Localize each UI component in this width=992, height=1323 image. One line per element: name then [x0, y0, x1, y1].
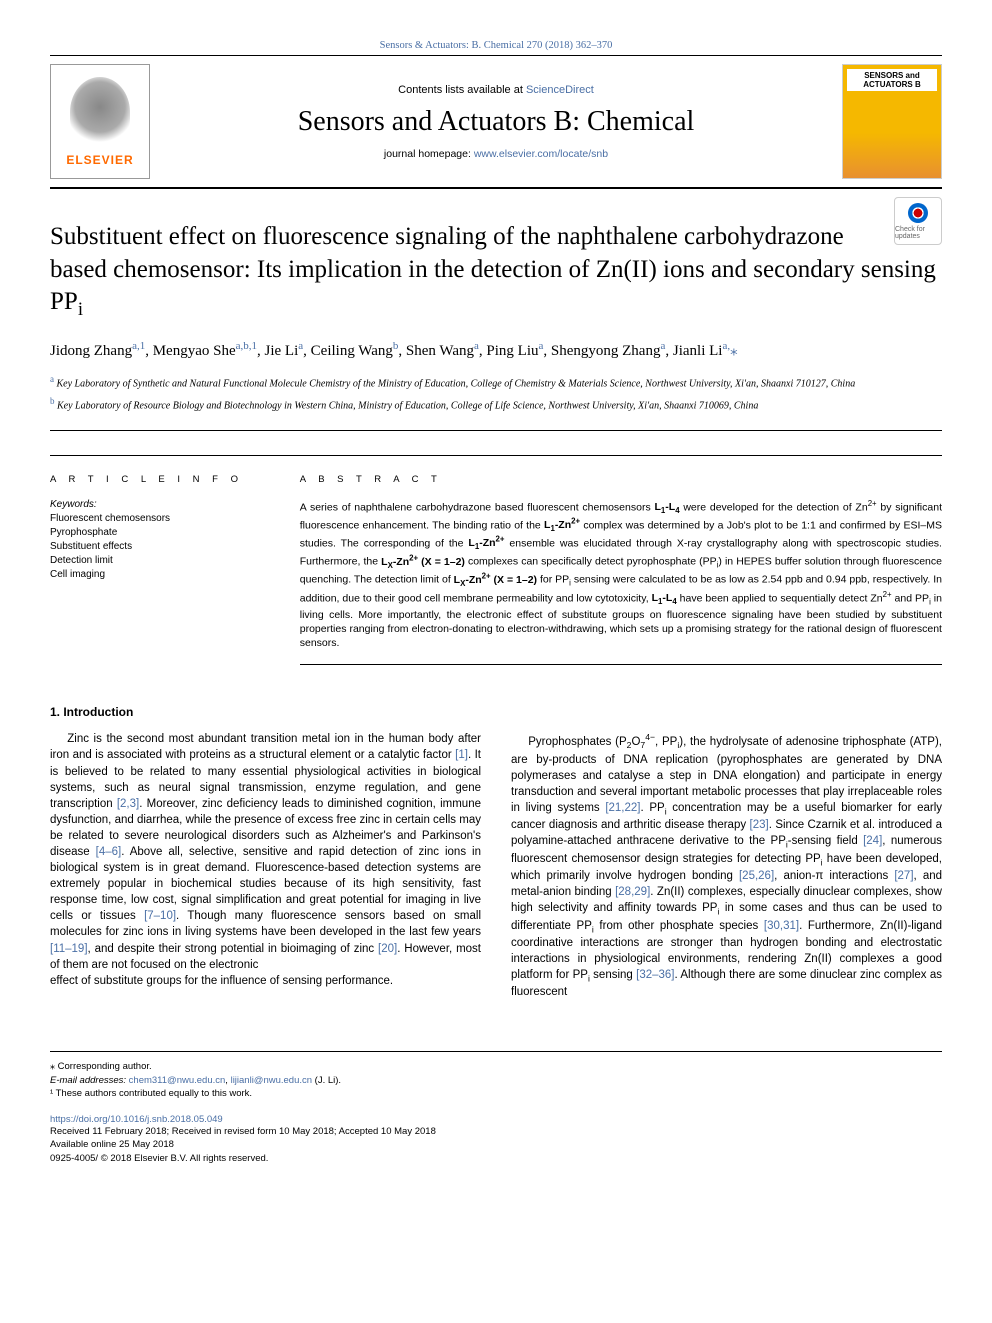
rule-top [50, 55, 942, 56]
article-info-heading: A R T I C L E I N F O [50, 474, 282, 485]
keyword-0: Fluorescent chemosensors [50, 512, 282, 526]
running-head: Sensors & Actuators: B. Chemical 270 (20… [50, 40, 942, 51]
journal-cover-thumb: SENSORS and ACTUATORS B [842, 64, 942, 179]
article-info-block: A R T I C L E I N F O Keywords: Fluoresc… [50, 456, 300, 666]
article-title: Substituent effect on fluorescence signa… [50, 221, 942, 322]
crossmark-icon [908, 203, 928, 223]
publisher-name: ELSEVIER [66, 153, 133, 167]
keyword-4: Cell imaging [50, 568, 282, 582]
keywords-label: Keywords: [50, 499, 282, 510]
email-link-2[interactable]: lijianli@nwu.edu.cn [231, 1075, 312, 1086]
footer-block: ⁎ ⁎ Corresponding author.Corresponding a… [50, 1051, 942, 1101]
contrib-note: ¹ These authors contributed equally to t… [50, 1087, 942, 1100]
body-columns: Zinc is the second most abundant transit… [50, 731, 942, 1000]
keyword-3: Detection limit [50, 554, 282, 568]
check-updates-badge[interactable]: Check for updates [894, 197, 942, 245]
keyword-1: Pyrophosphate [50, 526, 282, 540]
homepage-line: journal homepage: www.elsevier.com/locat… [150, 148, 842, 160]
available-line: Available online 25 May 2018 [50, 1138, 942, 1151]
author-list: Jidong Zhanga,1, Mengyao Shea,b,1, Jie L… [50, 338, 942, 363]
homepage-link[interactable]: www.elsevier.com/locate/snb [474, 148, 608, 160]
affiliation-b: b Key Laboratory of Resource Biology and… [50, 395, 942, 413]
email-suffix: (J. Li). [312, 1075, 341, 1086]
email-label: E-mail addresses: [50, 1075, 129, 1086]
aff-text-a: Key Laboratory of Synthetic and Natural … [57, 378, 856, 389]
publisher-logo-box: ELSEVIER [50, 64, 150, 179]
aff-text-b: Key Laboratory of Resource Biology and B… [57, 401, 758, 412]
affiliations: a Key Laboratory of Synthetic and Natura… [50, 373, 942, 414]
contents-line: Contents lists available at ScienceDirec… [150, 84, 842, 96]
email-line: E-mail addresses: chem311@nwu.edu.cn, li… [50, 1074, 942, 1087]
abstract-text: A series of naphthalene carbohydrazone b… [300, 499, 942, 666]
abstract-heading: A B S T R A C T [300, 474, 942, 485]
corr-symbol: ⁎ [50, 1061, 55, 1072]
corresponding-note: ⁎ ⁎ Corresponding author.Corresponding a… [50, 1060, 942, 1074]
aff-label-b: b [50, 396, 55, 406]
section-heading-intro: 1. Introduction [50, 705, 942, 719]
aff-label-a: a [50, 374, 54, 384]
info-abstract-row: A R T I C L E I N F O Keywords: Fluoresc… [50, 455, 942, 666]
cover-title: SENSORS and ACTUATORS B [847, 69, 937, 91]
email-link-1[interactable]: chem311@nwu.edu.cn [129, 1075, 226, 1086]
affiliation-a: a Key Laboratory of Synthetic and Natura… [50, 373, 942, 391]
rule-above-abstract [50, 430, 942, 431]
abstract-block: A B S T R A C T A series of naphthalene … [300, 456, 942, 666]
elsevier-tree-icon [70, 77, 130, 147]
journal-title: Sensors and Actuators B: Chemical [150, 106, 842, 138]
contents-prefix: Contents lists available at [398, 84, 526, 96]
doi-link[interactable]: https://doi.org/10.1016/j.snb.2018.05.04… [50, 1114, 942, 1125]
received-line: Received 11 February 2018; Received in r… [50, 1125, 942, 1138]
keyword-2: Substituent effects [50, 540, 282, 554]
masthead-center: Contents lists available at ScienceDirec… [150, 84, 842, 160]
homepage-prefix: journal homepage: [384, 148, 474, 160]
masthead: ELSEVIER Contents lists available at Sci… [50, 58, 942, 185]
rule-masthead-bottom [50, 187, 942, 189]
body-para-1: Zinc is the second most abundant transit… [50, 731, 481, 972]
copyright-line: 0925-4005/ © 2018 Elsevier B.V. All righ… [50, 1152, 942, 1165]
check-updates-label: Check for updates [895, 226, 941, 240]
body-section: 1. Introduction Zinc is the second most … [50, 705, 942, 1000]
sciencedirect-link[interactable]: ScienceDirect [526, 84, 594, 96]
